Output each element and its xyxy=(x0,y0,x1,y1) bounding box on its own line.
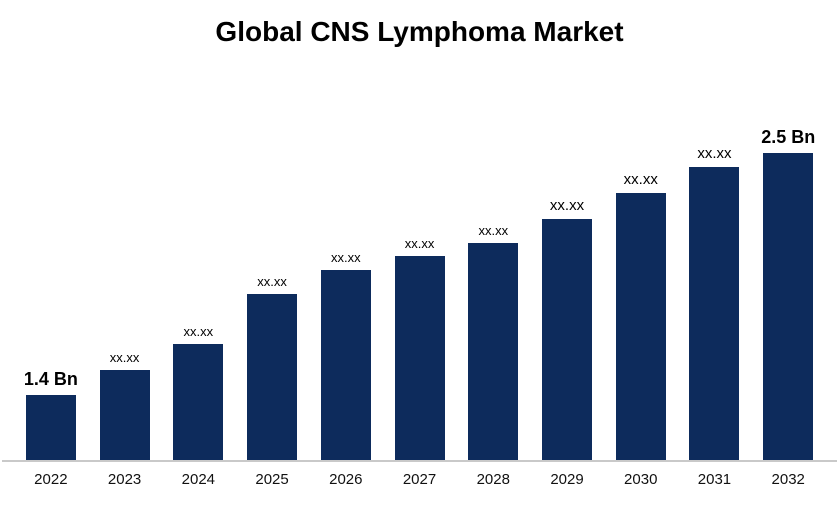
bar-group: xx.xx xyxy=(456,223,530,460)
bar xyxy=(542,219,592,460)
bar-value-label: 2.5 Bn xyxy=(761,127,816,147)
bar-group: xx.xx xyxy=(604,171,678,460)
bar-group: xx.xx xyxy=(678,145,752,460)
bar-group: 2.5 Bn xyxy=(751,127,825,460)
bar xyxy=(468,243,519,460)
bar xyxy=(615,193,666,460)
bar xyxy=(99,370,150,460)
bar xyxy=(763,153,814,460)
bar xyxy=(173,344,224,460)
x-axis-tick-label: 2022 xyxy=(34,471,68,488)
bar xyxy=(320,270,371,460)
x-axis-tick-label: 2029 xyxy=(550,471,584,488)
bar-group: xx.xx xyxy=(161,324,235,460)
bars-row: 1.4 Bn xx.xx xx.xx xx.xx xx.xx xx.xx xx.xx xx.x… xyxy=(0,126,839,460)
bar-group: xx.xx xyxy=(383,236,457,460)
bar-group: xx.xx xyxy=(88,350,162,460)
bar-value-label: xx.xx xyxy=(549,197,585,214)
x-axis-tick-label: 2027 xyxy=(402,471,437,488)
bar-value-label: xx.xx xyxy=(330,250,361,265)
x-axis-tick-label: 2030 xyxy=(624,471,658,488)
bar-value-label: xx.xx xyxy=(109,350,140,365)
bar-group: xx.xx xyxy=(530,197,604,460)
bar xyxy=(394,256,445,460)
bar-value-label: xx.xx xyxy=(697,145,732,162)
chart-title: Global CNS Lymphoma Market xyxy=(215,16,624,47)
bar-value-label: xx.xx xyxy=(623,171,658,188)
bar xyxy=(247,294,298,460)
bar-value-label: 1.4 Bn xyxy=(23,369,78,389)
x-axis-tick-label: 2031 xyxy=(697,471,732,488)
bar-value-label: xx.xx xyxy=(183,324,214,339)
bar-value-label: xx.xx xyxy=(257,274,287,289)
bar xyxy=(689,167,740,460)
x-axis-tick-label: 2028 xyxy=(476,471,510,488)
x-axis-line xyxy=(2,460,837,462)
x-axis-tick-label: 2032 xyxy=(771,471,805,488)
x-axis-tick-label: 2025 xyxy=(255,471,289,488)
bar-group: xx.xx xyxy=(309,250,383,460)
x-axis-labels: 2022 2023 2024 2025 2026 2027 2028 2029 2030 2031… xyxy=(0,471,839,488)
bar-group: xx.xx xyxy=(235,274,309,460)
x-axis-tick-label: 2026 xyxy=(329,471,363,488)
bar xyxy=(25,395,76,460)
bar-value-label: xx.xx xyxy=(478,223,509,238)
x-axis-tick-label: 2023 xyxy=(107,471,142,488)
x-axis-tick-label: 2024 xyxy=(181,471,216,488)
bar-value-label: xx.xx xyxy=(404,236,435,251)
bar-group: 1.4 Bn xyxy=(14,369,88,460)
